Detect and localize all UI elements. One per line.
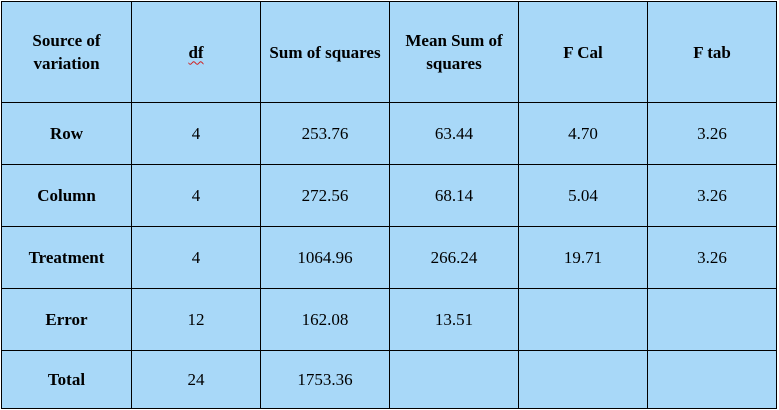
- f-cal-cell: 5.04: [518, 164, 648, 227]
- row-label: Treatment: [1, 226, 132, 289]
- f-cal-cell: [518, 350, 648, 409]
- header-df: df: [131, 1, 261, 103]
- mean-sum-of-squares-cell: [389, 350, 519, 409]
- sum-of-squares-cell: 253.76: [260, 102, 390, 165]
- header-f-cal: F Cal: [518, 1, 648, 103]
- f-tab-cell: 3.26: [647, 164, 777, 227]
- table-row: Treatment 4 1064.96 266.24 19.71 3.26: [1, 226, 777, 289]
- table-row: Error 12 162.08 13.51: [1, 288, 777, 351]
- f-tab-cell: 3.26: [647, 102, 777, 165]
- mean-sum-of-squares-cell: 68.14: [389, 164, 519, 227]
- row-label: Total: [1, 350, 132, 409]
- header-f-tab: F tab: [647, 1, 777, 103]
- header-source-of-variation: Source of variation: [1, 1, 132, 103]
- row-label: Column: [1, 164, 132, 227]
- mean-sum-of-squares-cell: 63.44: [389, 102, 519, 165]
- row-label: Row: [1, 102, 132, 165]
- sum-of-squares-cell: 1753.36: [260, 350, 390, 409]
- df-cell: 4: [131, 102, 261, 165]
- header-mean-sum-of-squares: Mean Sum of squares: [389, 1, 519, 103]
- row-label: Error: [1, 288, 132, 351]
- table-row: Row 4 253.76 63.44 4.70 3.26: [1, 102, 777, 165]
- mean-sum-of-squares-cell: 13.51: [389, 288, 519, 351]
- f-cal-cell: 19.71: [518, 226, 648, 289]
- df-cell: 4: [131, 226, 261, 289]
- table-header-row: Source of variation df Sum of squares Me…: [1, 1, 777, 103]
- sum-of-squares-cell: 272.56: [260, 164, 390, 227]
- df-cell: 12: [131, 288, 261, 351]
- sum-of-squares-cell: 162.08: [260, 288, 390, 351]
- f-tab-cell: 3.26: [647, 226, 777, 289]
- f-cal-cell: [518, 288, 648, 351]
- sum-of-squares-cell: 1064.96: [260, 226, 390, 289]
- header-df-label: df: [188, 42, 204, 62]
- table-row: Column 4 272.56 68.14 5.04 3.26: [1, 164, 777, 227]
- f-tab-cell: [647, 288, 777, 351]
- df-cell: 24: [131, 350, 261, 409]
- df-cell: 4: [131, 164, 261, 227]
- header-sum-of-squares: Sum of squares: [260, 1, 390, 103]
- mean-sum-of-squares-cell: 266.24: [389, 226, 519, 289]
- f-cal-cell: 4.70: [518, 102, 648, 165]
- f-tab-cell: [647, 350, 777, 409]
- table-row-total: Total 24 1753.36: [1, 350, 777, 409]
